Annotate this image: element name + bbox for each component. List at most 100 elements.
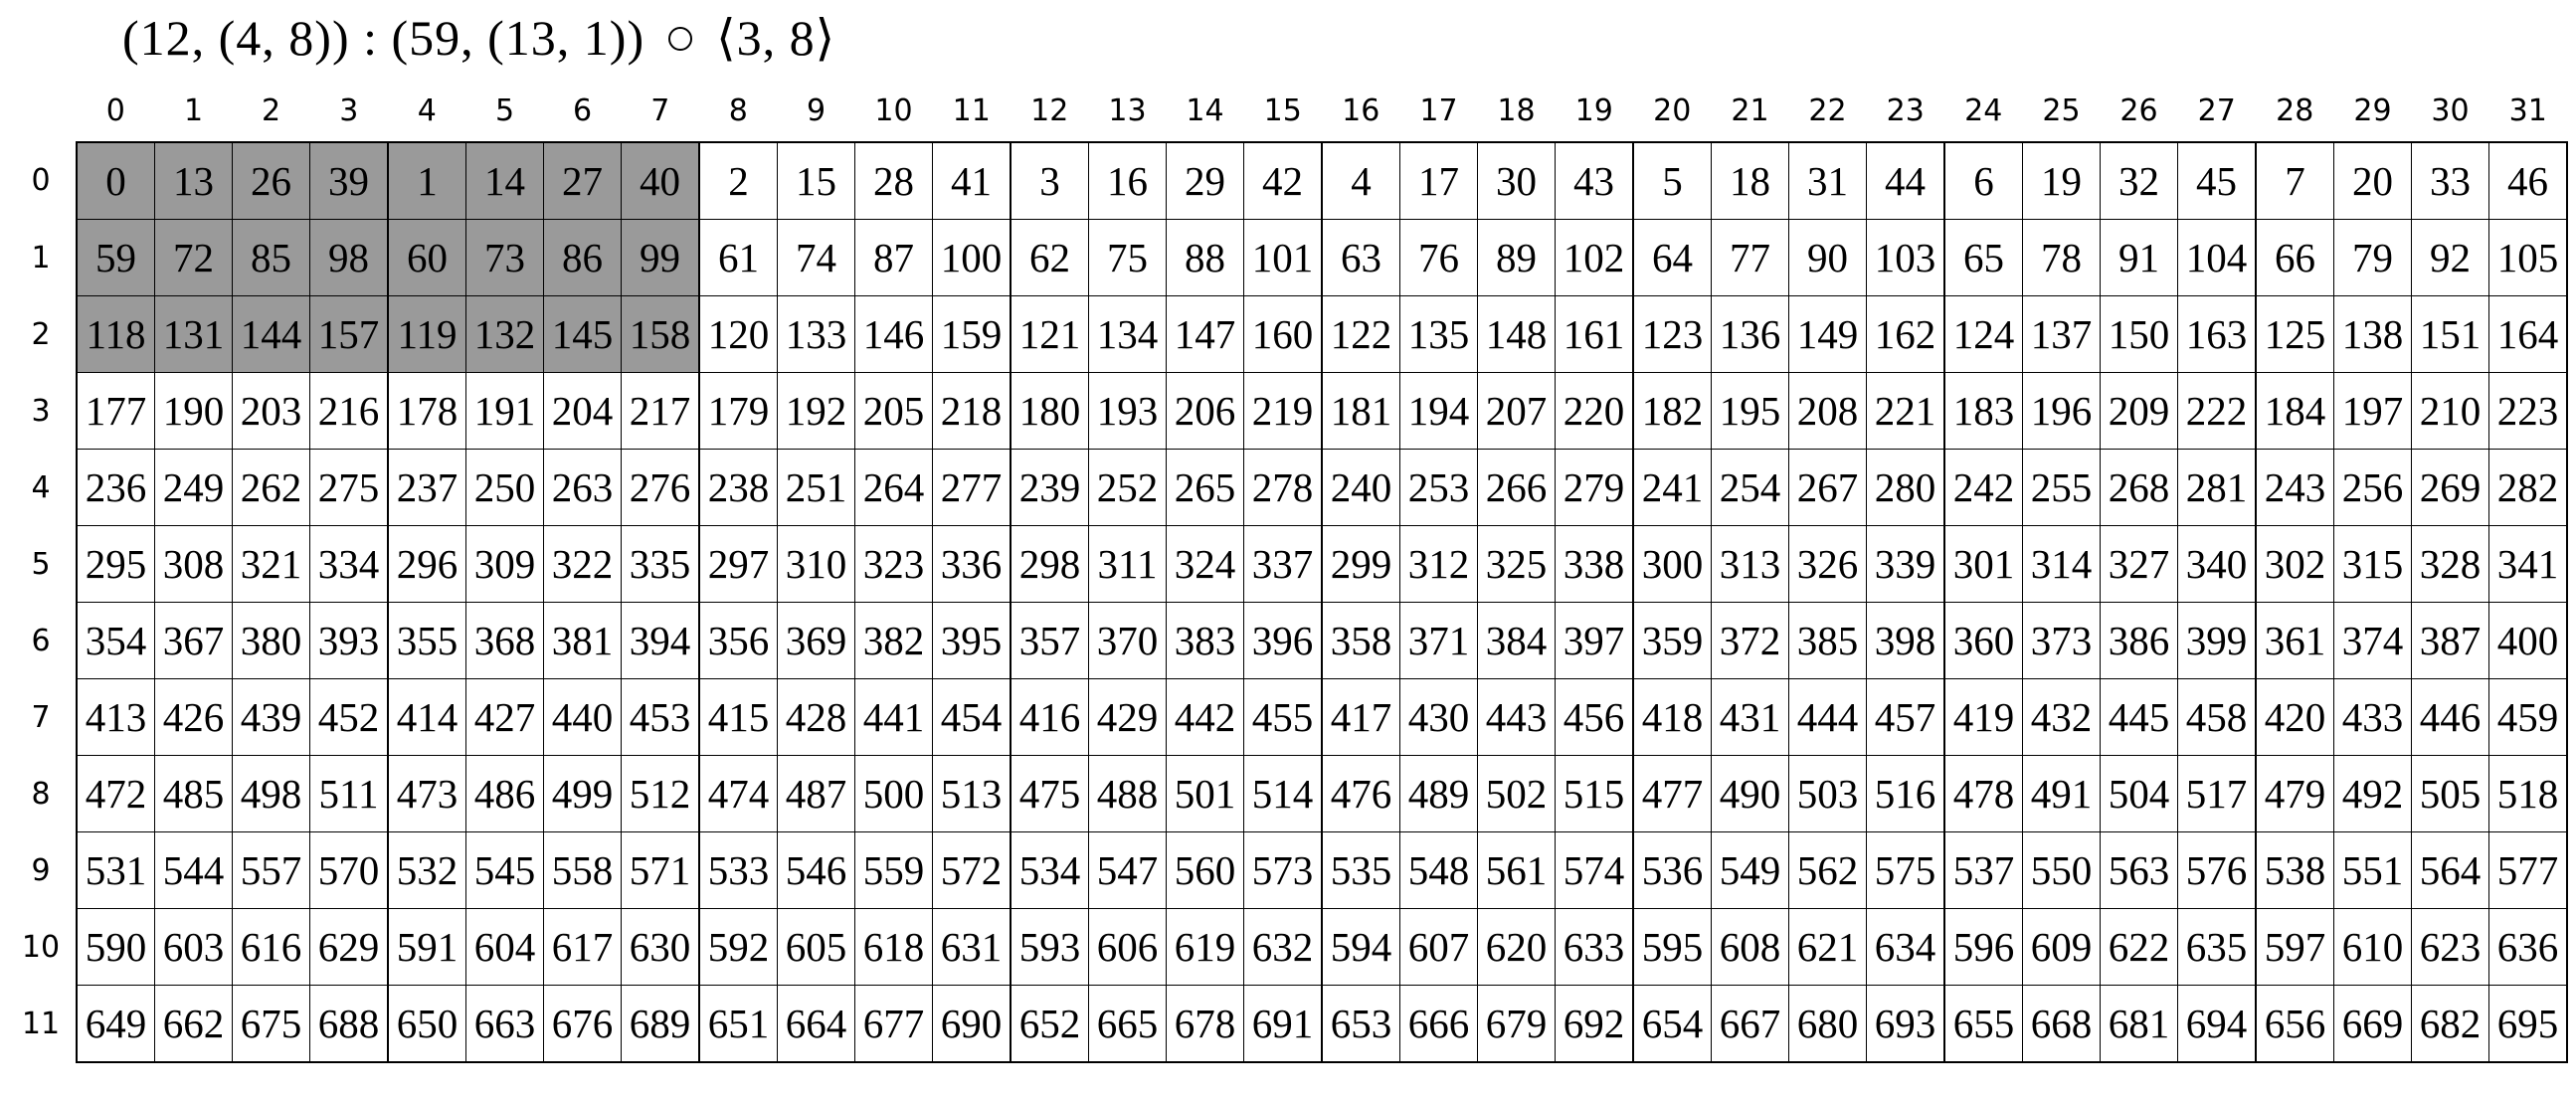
grid-cell: 429 <box>1088 678 1167 756</box>
col-header: 23 <box>1886 93 1925 128</box>
col-header: 15 <box>1263 93 1302 128</box>
grid-cell: 502 <box>1477 755 1556 832</box>
grid-cell: 324 <box>1166 525 1244 603</box>
grid-cell: 194 <box>1399 372 1478 450</box>
grid-cell: 442 <box>1166 678 1244 756</box>
grid-cell: 336 <box>932 525 1012 603</box>
grid-cell: 249 <box>154 449 233 526</box>
grid-cell: 118 <box>76 295 155 373</box>
grid-cell: 164 <box>2488 295 2568 373</box>
grid-cell: 339 <box>1866 525 1945 603</box>
grid-cell: 77 <box>1711 219 1789 296</box>
grid-cell: 33 <box>2411 141 2489 220</box>
grid-cell: 40 <box>621 141 700 220</box>
grid-cell: 649 <box>76 985 155 1063</box>
grid-cell: 367 <box>154 602 233 679</box>
grid-cell: 158 <box>621 295 700 373</box>
grid-cell: 557 <box>232 831 310 909</box>
grid-cell: 31 <box>1788 141 1867 220</box>
grid-cell: 656 <box>2255 985 2334 1063</box>
col-header: 5 <box>494 93 515 128</box>
grid-cell: 632 <box>1243 908 1323 986</box>
grid-row: 5 295 308 321 334 296 309 322 335 297 310 323 336 298… <box>12 525 2568 603</box>
grid-cell: 418 <box>1632 678 1712 756</box>
grid-cell: 486 <box>465 755 544 832</box>
grid-cell: 161 <box>1555 295 1634 373</box>
grid-cell: 531 <box>76 831 155 909</box>
grid-cell: 617 <box>543 908 622 986</box>
grid-cell: 485 <box>154 755 233 832</box>
grid-cell: 513 <box>932 755 1012 832</box>
grid-cell: 694 <box>2177 985 2257 1063</box>
grid-cell: 688 <box>309 985 389 1063</box>
grid-cell: 563 <box>2100 831 2178 909</box>
grid-cell: 416 <box>1010 678 1089 756</box>
grid-cell: 501 <box>1166 755 1244 832</box>
grid-cell: 206 <box>1166 372 1244 450</box>
grid-cell: 596 <box>1943 908 2023 986</box>
grid-cell: 218 <box>932 372 1012 450</box>
row-header: 9 <box>31 852 51 888</box>
grid-cell: 85 <box>232 219 310 296</box>
grid-cell: 149 <box>1788 295 1867 373</box>
grid-cell: 296 <box>387 525 466 603</box>
grid-cell: 432 <box>2022 678 2101 756</box>
grid-cell: 15 <box>777 141 855 220</box>
col-header: 14 <box>1186 93 1224 128</box>
grid-cell: 13 <box>154 141 233 220</box>
grid-cell: 262 <box>232 449 310 526</box>
grid-cell: 512 <box>621 755 700 832</box>
grid-cell: 131 <box>154 295 233 373</box>
grid-row: 8 472 485 498 511 473 486 499 512 474 487 500 513 475… <box>12 755 2568 832</box>
grid-cell: 546 <box>777 831 855 909</box>
grid-cell: 689 <box>621 985 700 1063</box>
grid-cell: 681 <box>2100 985 2178 1063</box>
grid-cell: 43 <box>1555 141 1634 220</box>
grid-cell: 221 <box>1866 372 1945 450</box>
grid-cell: 439 <box>232 678 310 756</box>
grid-cell: 679 <box>1477 985 1556 1063</box>
grid-cell: 135 <box>1399 295 1478 373</box>
grid-cell: 604 <box>465 908 544 986</box>
grid-cell: 72 <box>154 219 233 296</box>
row-header: 5 <box>31 546 51 582</box>
grid-cell: 122 <box>1321 295 1400 373</box>
grid-cell: 315 <box>2333 525 2412 603</box>
col-header: 17 <box>1419 93 1458 128</box>
grid-cell: 373 <box>2022 602 2101 679</box>
col-header: 29 <box>2353 93 2392 128</box>
grid-cell: 28 <box>854 141 933 220</box>
grid-cell: 515 <box>1555 755 1634 832</box>
grid-cell: 473 <box>387 755 466 832</box>
grid-cell: 360 <box>1943 602 2023 679</box>
grid-cell: 177 <box>76 372 155 450</box>
grid-cell: 499 <box>543 755 622 832</box>
grid-cell: 592 <box>698 908 778 986</box>
grid-cell: 300 <box>1632 525 1712 603</box>
grid-cell: 430 <box>1399 678 1478 756</box>
grid-cell: 498 <box>232 755 310 832</box>
grid-cell: 124 <box>1943 295 2023 373</box>
row-header: 8 <box>31 776 51 812</box>
grid-cell: 323 <box>854 525 933 603</box>
grid-cell: 190 <box>154 372 233 450</box>
grid-cell: 269 <box>2411 449 2489 526</box>
grid-cell: 631 <box>932 908 1012 986</box>
grid-cell: 219 <box>1243 372 1323 450</box>
col-header: 26 <box>2119 93 2158 128</box>
grid-cell: 64 <box>1632 219 1712 296</box>
grid-cell: 695 <box>2488 985 2568 1063</box>
col-header: 11 <box>952 93 991 128</box>
grid-row: 11 649 662 675 688 650 663 676 689 651 664 677 690 65… <box>12 985 2568 1063</box>
grid-cell: 254 <box>1711 449 1789 526</box>
grid-cell: 419 <box>1943 678 2023 756</box>
grid-cell: 104 <box>2177 219 2257 296</box>
grid-cell: 326 <box>1788 525 1867 603</box>
grid-cell: 309 <box>465 525 544 603</box>
grid-row: 7 413 426 439 452 414 427 440 453 415 428 441 454 416… <box>12 678 2568 756</box>
grid-cell: 372 <box>1711 602 1789 679</box>
col-header: 21 <box>1731 93 1769 128</box>
col-header: 24 <box>1964 93 2003 128</box>
row-header: 7 <box>31 699 51 735</box>
col-header: 9 <box>806 93 827 128</box>
